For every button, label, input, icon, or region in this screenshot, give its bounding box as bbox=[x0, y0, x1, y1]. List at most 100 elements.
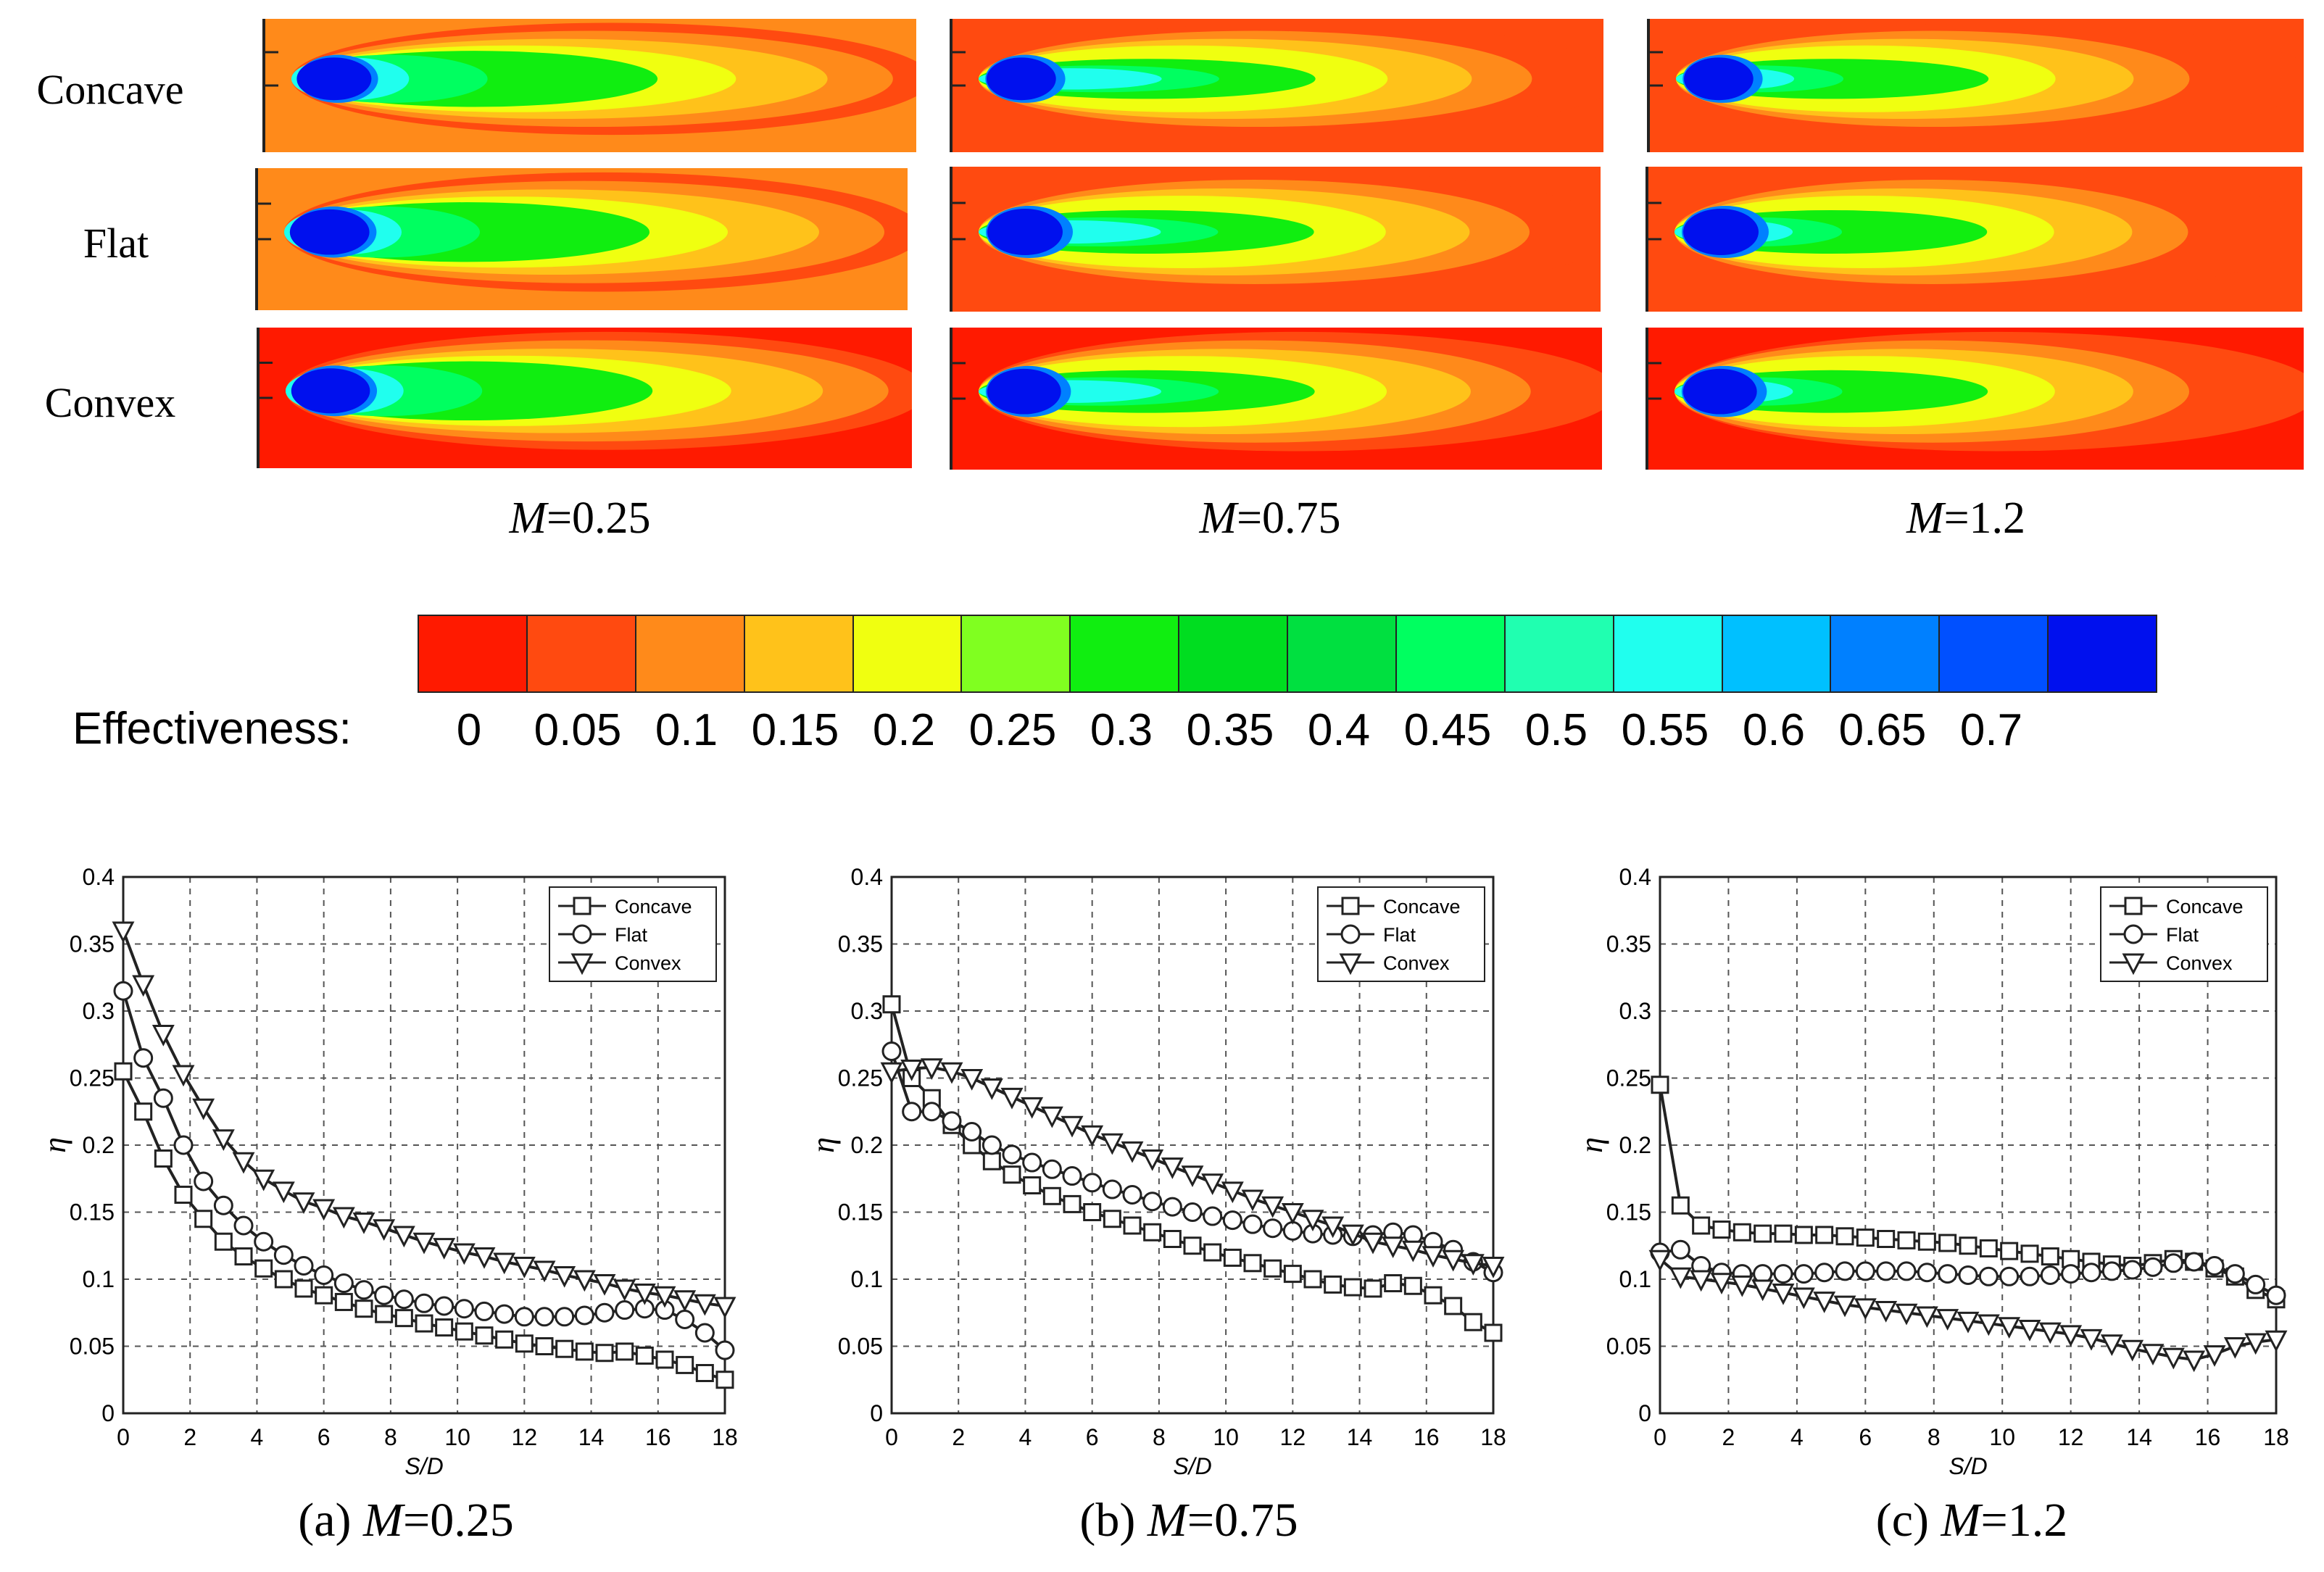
caption-b: (b) M=0.75 bbox=[899, 1493, 1479, 1548]
data-point bbox=[154, 1149, 173, 1168]
data-point bbox=[2121, 1339, 2144, 1362]
plot-frame bbox=[890, 876, 1495, 1415]
data-point bbox=[433, 1238, 456, 1260]
data-point bbox=[1021, 1097, 1044, 1119]
row-label-convex: Convex bbox=[44, 379, 176, 426]
x-tick-label: 8 bbox=[384, 1424, 397, 1450]
data-point bbox=[2204, 1256, 2225, 1276]
data-point bbox=[534, 1307, 555, 1327]
legend: Concave Flat Convex bbox=[1317, 886, 1485, 982]
data-point bbox=[373, 1219, 396, 1241]
legend-label: Concave bbox=[1383, 896, 1461, 918]
contour-core bbox=[987, 209, 1063, 255]
data-point bbox=[882, 995, 901, 1014]
x-tick-label: 16 bbox=[2195, 1424, 2221, 1450]
data-point bbox=[1855, 1261, 1875, 1281]
data-point bbox=[1123, 1216, 1142, 1235]
colorbar-cell bbox=[2049, 616, 2156, 691]
data-point bbox=[1670, 1239, 1690, 1260]
data-point bbox=[2038, 1322, 2062, 1344]
y-tick-label: 0.35 bbox=[1606, 931, 1651, 957]
data-point bbox=[1671, 1196, 1690, 1215]
data-point bbox=[1263, 1259, 1282, 1278]
legend-label: Convex bbox=[1383, 952, 1450, 974]
data-point bbox=[1917, 1232, 1936, 1251]
y-tick-label: 0 bbox=[870, 1400, 883, 1426]
colorbar-cell bbox=[1831, 616, 1941, 691]
data-point bbox=[1917, 1263, 1937, 1283]
data-point bbox=[2018, 1319, 2041, 1342]
y-tick-label: 0.1 bbox=[1619, 1266, 1651, 1292]
data-point bbox=[1692, 1216, 1711, 1235]
data-point bbox=[1774, 1224, 1793, 1243]
colorbar-cell bbox=[1940, 616, 2049, 691]
colorbar-cell bbox=[636, 616, 745, 691]
data-point bbox=[2020, 1244, 2039, 1263]
data-point bbox=[375, 1305, 394, 1323]
data-point bbox=[655, 1350, 674, 1369]
data-point bbox=[434, 1296, 455, 1316]
plot-a: 0 2 4 6 8 10 12 14 16 18 0 0.05 0.1 0.15 0.2 0.25 0.3 0.3… bbox=[43, 864, 738, 1479]
data-point bbox=[902, 1102, 922, 1122]
data-point bbox=[454, 1299, 474, 1319]
colorbar-cell bbox=[1614, 616, 1723, 691]
caption-value: =1.2 bbox=[1980, 1494, 2068, 1547]
data-point bbox=[1484, 1323, 1503, 1342]
data-point bbox=[515, 1334, 534, 1353]
data-point bbox=[1162, 1197, 1182, 1217]
data-point bbox=[333, 1273, 354, 1294]
colorbar-cell bbox=[1505, 616, 1614, 691]
data-point bbox=[1203, 1206, 1223, 1226]
data-point bbox=[2265, 1330, 2288, 1352]
x-tick-label: 4 bbox=[1790, 1424, 1804, 1450]
plot-frame bbox=[1659, 876, 2278, 1415]
data-point bbox=[415, 1314, 433, 1333]
data-point bbox=[573, 897, 592, 915]
caption-prefix: (c) bbox=[1875, 1494, 1941, 1547]
data-point bbox=[1422, 1246, 1445, 1268]
plot-frame bbox=[122, 876, 726, 1415]
data-point bbox=[1121, 1141, 1144, 1163]
data-point bbox=[214, 1232, 233, 1251]
data-point bbox=[594, 1302, 615, 1323]
column-label-m025: M=0.25 bbox=[362, 493, 797, 544]
y-tick-label: 0.3 bbox=[1619, 998, 1651, 1024]
colorbar-title: Effectiveness: bbox=[72, 704, 352, 754]
data-point bbox=[1023, 1176, 1042, 1194]
caption-c: (c) M=1.2 bbox=[1682, 1493, 2262, 1548]
data-point bbox=[715, 1340, 735, 1360]
data-point bbox=[1283, 1265, 1302, 1284]
data-point bbox=[134, 1102, 153, 1121]
data-point bbox=[1361, 1232, 1385, 1255]
legend-label: Flat bbox=[2166, 924, 2199, 946]
data-point bbox=[412, 1232, 436, 1255]
data-point bbox=[1340, 924, 1361, 944]
data-point bbox=[1222, 1210, 1242, 1231]
caption-prefix: (a) bbox=[298, 1494, 364, 1547]
y-axis-label: η bbox=[1580, 1137, 1609, 1153]
data-point bbox=[352, 1212, 375, 1234]
data-point bbox=[2100, 1334, 2123, 1357]
contour-panel bbox=[950, 328, 1602, 470]
colorbar-cell bbox=[1179, 616, 1288, 691]
x-tick-label: 6 bbox=[1859, 1424, 1872, 1450]
y-tick-label: 0.05 bbox=[70, 1334, 115, 1360]
data-point bbox=[2141, 1344, 2165, 1366]
data-point bbox=[1464, 1313, 1482, 1331]
column-label-var: M bbox=[1906, 494, 1944, 543]
caption-var: M bbox=[363, 1494, 403, 1547]
data-point bbox=[613, 1279, 636, 1302]
data-point bbox=[555, 1339, 574, 1358]
data-point bbox=[1341, 1224, 1364, 1247]
data-point bbox=[172, 1065, 195, 1087]
data-point bbox=[2081, 1263, 2101, 1283]
data-point bbox=[572, 924, 592, 944]
data-point bbox=[1978, 1266, 1999, 1286]
data-point bbox=[1102, 1179, 1122, 1199]
data-point bbox=[715, 1371, 734, 1389]
data-point bbox=[153, 1088, 173, 1108]
data-point bbox=[1669, 1267, 1692, 1289]
contour-panel bbox=[255, 168, 908, 310]
x-tick-label: 0 bbox=[1653, 1424, 1667, 1450]
data-point bbox=[1773, 1264, 1793, 1284]
